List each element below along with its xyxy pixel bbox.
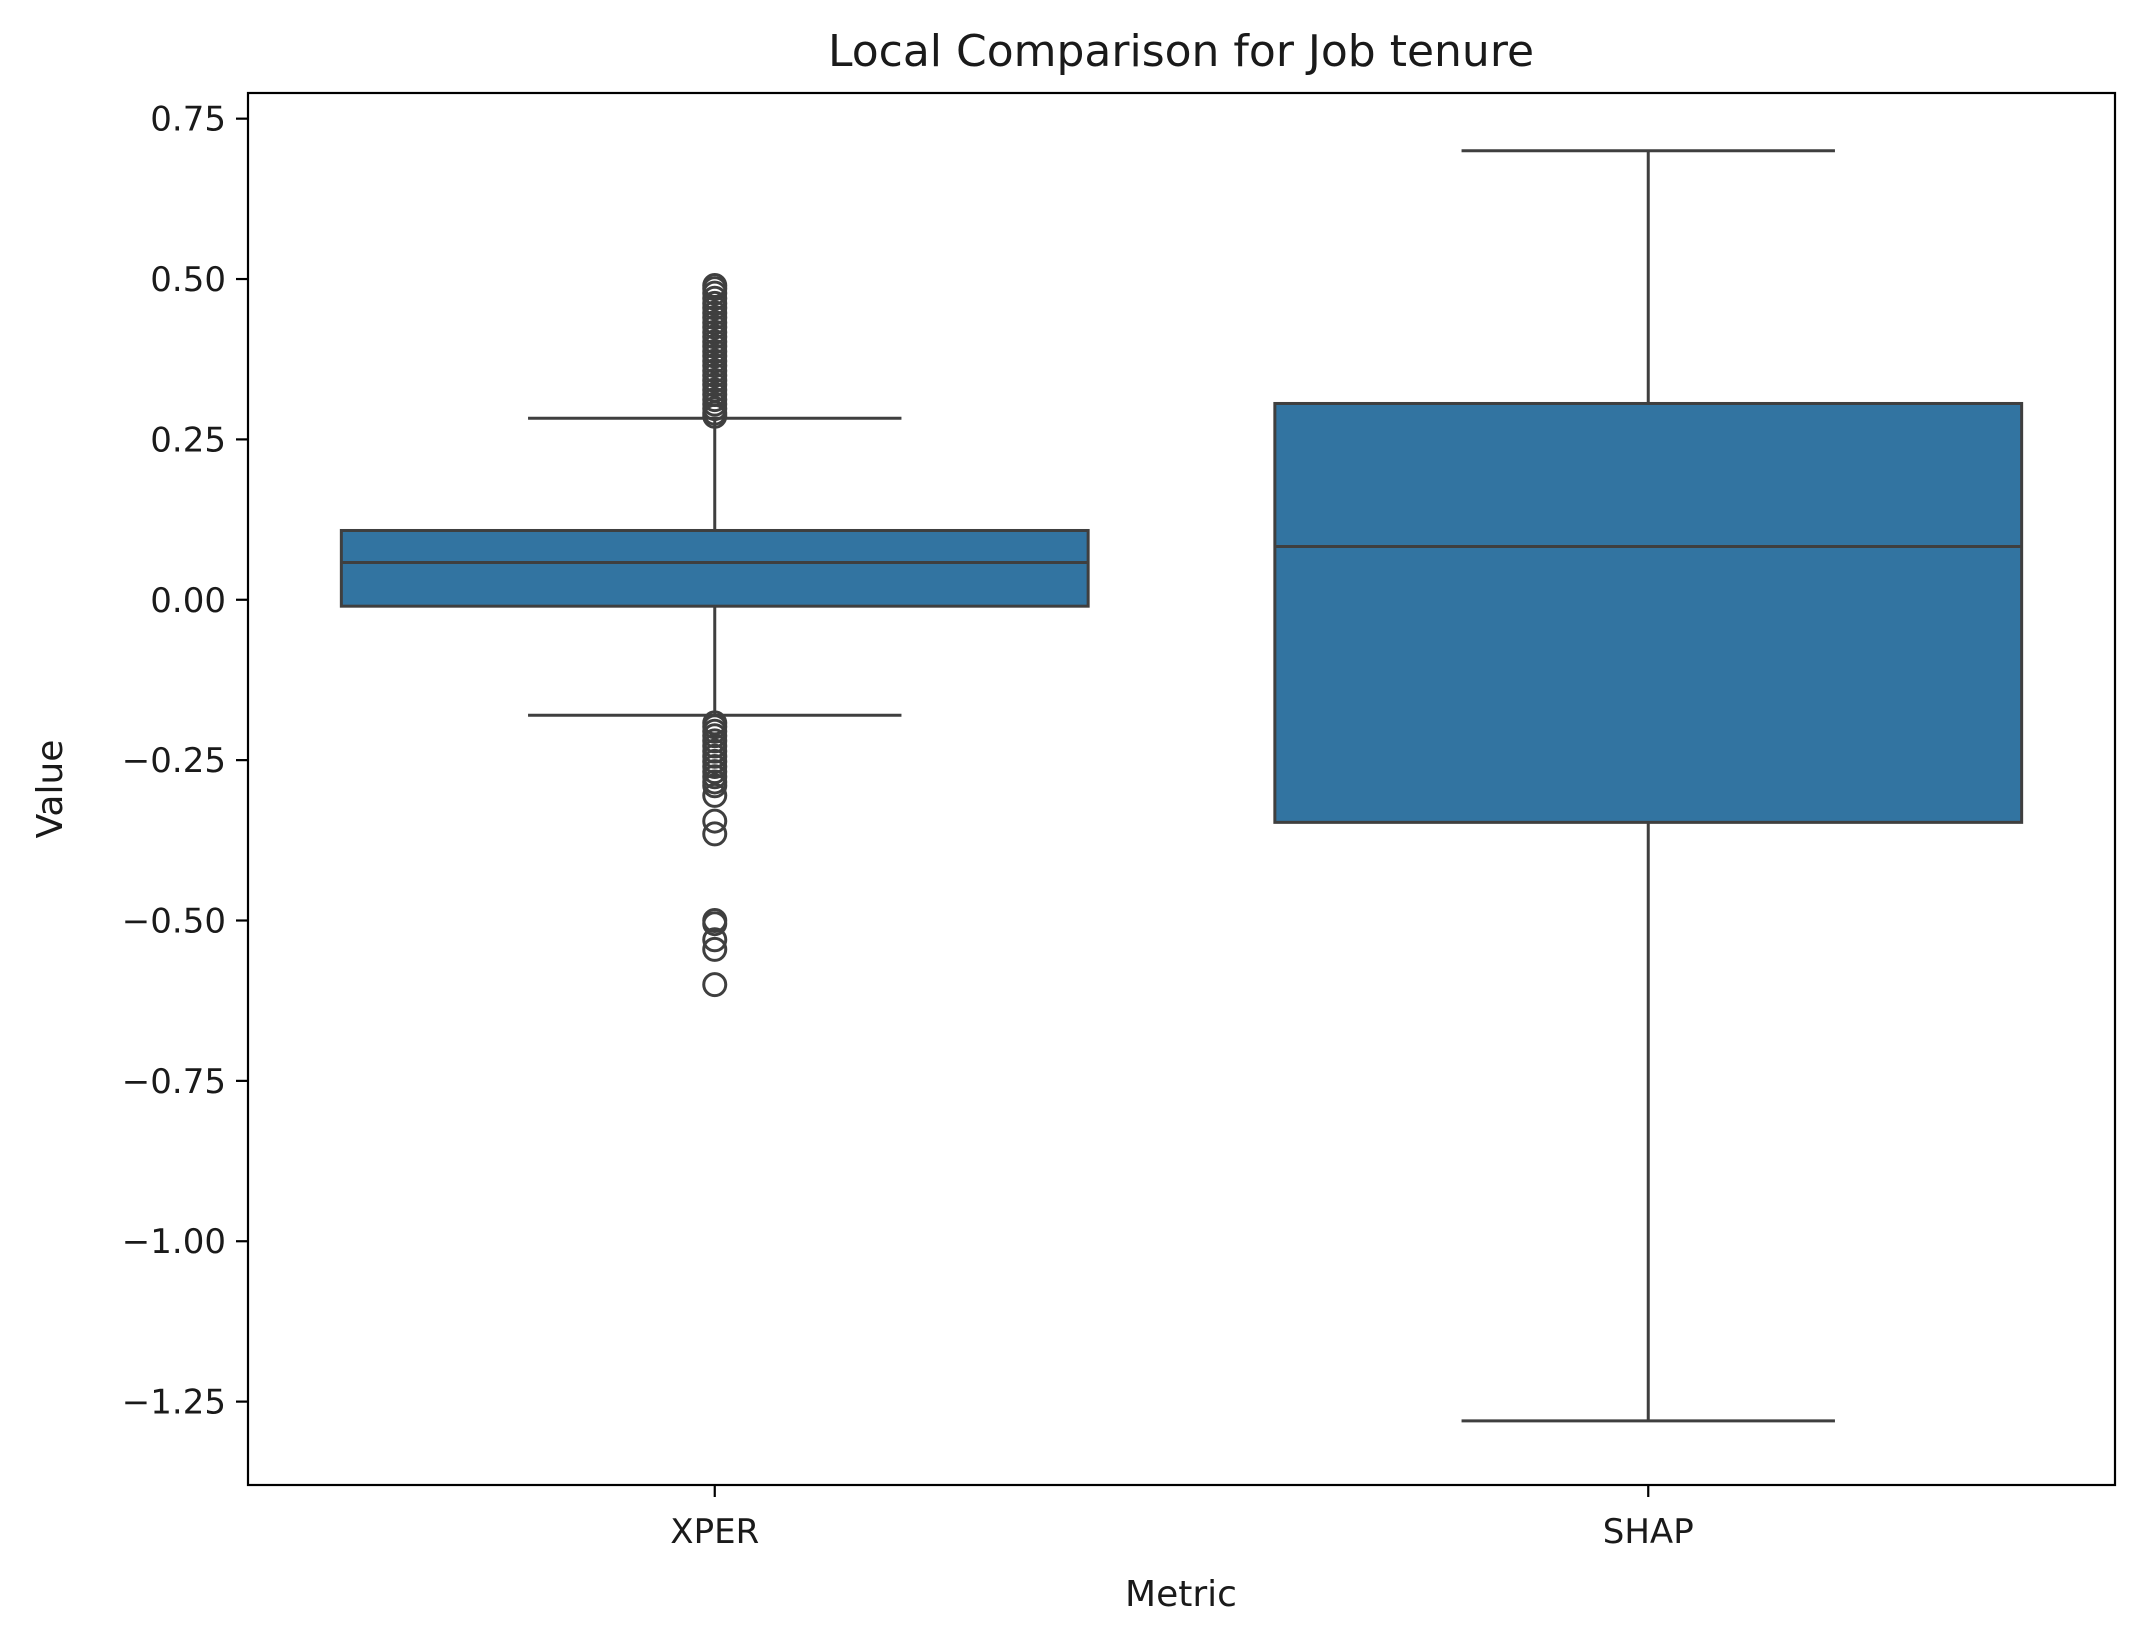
outlier-point bbox=[702, 782, 728, 808]
box-shap bbox=[1273, 149, 2024, 1423]
x-axis: XPER SHAP bbox=[670, 1485, 1694, 1552]
plot-frame bbox=[246, 91, 2117, 1487]
y-tick-label: −1.25 bbox=[122, 1383, 226, 1423]
outlier-point bbox=[702, 911, 728, 937]
y-axis: 0.75 0.50 0.25 0.00 −0.25 −0.50 −0.75 −1.00 −1.2… bbox=[122, 100, 248, 1423]
outlier-point bbox=[702, 972, 728, 998]
x-tick-label: SHAP bbox=[1603, 1512, 1694, 1552]
y-tick-label: 0.25 bbox=[150, 420, 226, 460]
y-tick-label: −1.00 bbox=[122, 1222, 226, 1262]
iqr-box bbox=[339, 528, 1090, 608]
iqr-box bbox=[1273, 401, 2024, 824]
chart-title: Local Comparison for Job tenure bbox=[828, 26, 1534, 77]
y-axis-label: Value bbox=[30, 740, 71, 839]
y-tick-label: 0.50 bbox=[150, 260, 226, 300]
outlier-point bbox=[702, 936, 728, 962]
x-tick-label: XPER bbox=[670, 1512, 759, 1552]
outlier-point bbox=[702, 821, 728, 847]
x-axis-label: Metric bbox=[1125, 1574, 1237, 1615]
y-tick-label: 0.00 bbox=[150, 581, 226, 621]
outlier-point bbox=[702, 403, 728, 429]
outlier-point bbox=[702, 808, 728, 834]
outlier-point bbox=[702, 773, 728, 799]
y-tick-label: −0.25 bbox=[122, 741, 226, 781]
box-xper bbox=[339, 272, 1090, 998]
plot-content bbox=[339, 149, 2024, 1423]
outlier-point bbox=[702, 927, 728, 953]
y-tick-label: 0.75 bbox=[150, 100, 226, 140]
y-tick-label: −0.50 bbox=[122, 902, 226, 942]
y-tick-label: −0.75 bbox=[122, 1062, 226, 1102]
